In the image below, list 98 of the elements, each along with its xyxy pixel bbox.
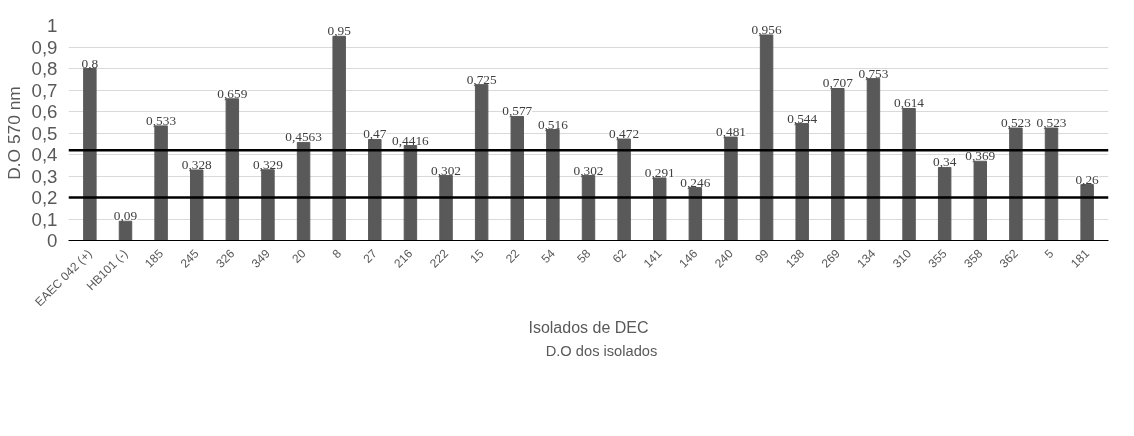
data-label: 0,533 xyxy=(146,112,177,128)
y-tick-label: 0,5 xyxy=(31,122,58,144)
bar xyxy=(225,98,240,241)
x-tick-label: 134 xyxy=(854,246,879,271)
x-tick-label: 15 xyxy=(467,246,487,266)
data-label: 0,707 xyxy=(822,75,854,91)
data-label: 0,8 xyxy=(81,55,99,71)
y-tick-label: 0,8 xyxy=(31,58,58,79)
bar xyxy=(189,169,204,241)
data-label: 0,328 xyxy=(181,156,213,172)
y-tick-label: 0,1 xyxy=(31,208,58,230)
x-axis-title: Isolados de DEC xyxy=(528,318,649,336)
bar xyxy=(759,34,774,241)
x-tick-label: 349 xyxy=(248,246,274,271)
x-tick-label: 58 xyxy=(574,246,594,266)
bar xyxy=(866,78,881,241)
x-tick-label: 141 xyxy=(640,246,665,271)
bar xyxy=(296,141,311,241)
data-label: 0,291 xyxy=(644,164,675,180)
data-label: 0,4563 xyxy=(285,129,323,145)
bar xyxy=(1080,184,1094,241)
x-tick-label: 269 xyxy=(818,246,843,271)
bar xyxy=(581,175,596,241)
data-label: 0,523 xyxy=(1036,115,1067,131)
x-tick-label: 310 xyxy=(889,246,915,271)
data-label: 0,34 xyxy=(933,154,957,170)
x-tick-label: 8 xyxy=(329,246,345,262)
x-tick-label: 99 xyxy=(752,246,772,266)
x-tick-label: 138 xyxy=(783,246,808,271)
bar xyxy=(831,88,845,241)
x-tick-label: 20 xyxy=(289,246,309,266)
bar xyxy=(332,35,346,241)
x-tick-label: 146 xyxy=(676,246,701,271)
data-label: 0,753 xyxy=(858,65,889,81)
bar xyxy=(1009,127,1023,241)
y-tick-label: 0,2 xyxy=(31,187,58,208)
data-label: 0,516 xyxy=(537,116,569,132)
x-tick-label: 62 xyxy=(609,246,630,266)
data-label: 0,544 xyxy=(787,110,818,126)
bar xyxy=(403,145,418,241)
y-tick-label: 0,3 xyxy=(31,165,58,187)
y-tick-label: 0,7 xyxy=(31,79,58,101)
bar xyxy=(688,187,703,241)
bar xyxy=(653,177,667,241)
bar xyxy=(154,125,168,241)
bar xyxy=(368,138,382,241)
data-label: 0,956 xyxy=(751,21,782,37)
data-label: 0,523 xyxy=(1000,115,1032,131)
bar xyxy=(902,107,916,241)
x-tick-label: 222 xyxy=(426,246,452,271)
bar xyxy=(83,68,97,241)
text: D.O dos isolados xyxy=(545,343,658,359)
x-tick-label: 362 xyxy=(996,246,1022,271)
data-label: 0,329 xyxy=(252,156,284,172)
data-label: 0,725 xyxy=(466,71,497,87)
data-label: 0,481 xyxy=(715,124,746,140)
bar xyxy=(973,160,988,241)
bar xyxy=(724,136,738,241)
x-tick-label: 5 xyxy=(1041,246,1057,262)
bar xyxy=(795,123,809,241)
y-tick-label: 0,9 xyxy=(31,36,58,58)
y-tick-label: 0 xyxy=(47,230,58,251)
data-label: 0,577 xyxy=(502,103,533,119)
bar xyxy=(617,138,631,241)
x-tick-label: 326 xyxy=(213,246,238,271)
data-label: 0,47 xyxy=(363,126,387,142)
bar xyxy=(261,169,275,241)
y-tick-label: 0,6 xyxy=(31,101,58,122)
x-tick-label: 355 xyxy=(925,246,950,271)
x-tick-label: 27 xyxy=(360,246,380,266)
data-label: 0,246 xyxy=(680,174,711,190)
y-tick-label: 0,4 xyxy=(31,144,58,165)
x-tick-label: 216 xyxy=(391,246,416,271)
data-label: 0,614 xyxy=(894,95,925,111)
data-label: 0,09 xyxy=(113,208,138,224)
data-label: 0,4416 xyxy=(392,132,430,148)
data-label: 0,26 xyxy=(1075,171,1100,187)
x-tick-label: 185 xyxy=(142,246,167,271)
bar xyxy=(1044,127,1059,241)
bar xyxy=(937,166,952,241)
x-tick-label: 358 xyxy=(961,246,986,271)
bar xyxy=(474,84,489,241)
data-label: 0,659 xyxy=(217,85,248,101)
data-label: 0,302 xyxy=(573,162,604,178)
y-tick-label: 1 xyxy=(47,15,58,36)
bar xyxy=(510,115,524,241)
x-tick-label: 22 xyxy=(502,246,523,266)
x-tick-label: 240 xyxy=(711,246,737,271)
data-label: 0,302 xyxy=(431,162,462,178)
y-axis-title: D.O 570 nm xyxy=(3,86,24,180)
x-tick-label: 245 xyxy=(177,246,202,271)
bar xyxy=(546,129,560,241)
bar xyxy=(439,175,453,241)
x-tick-label: 181 xyxy=(1068,246,1093,271)
x-tick-label: 54 xyxy=(538,246,559,266)
data-label: 0,369 xyxy=(965,148,996,164)
data-label: 0,472 xyxy=(609,126,640,142)
data-label: 0,95 xyxy=(327,23,352,39)
